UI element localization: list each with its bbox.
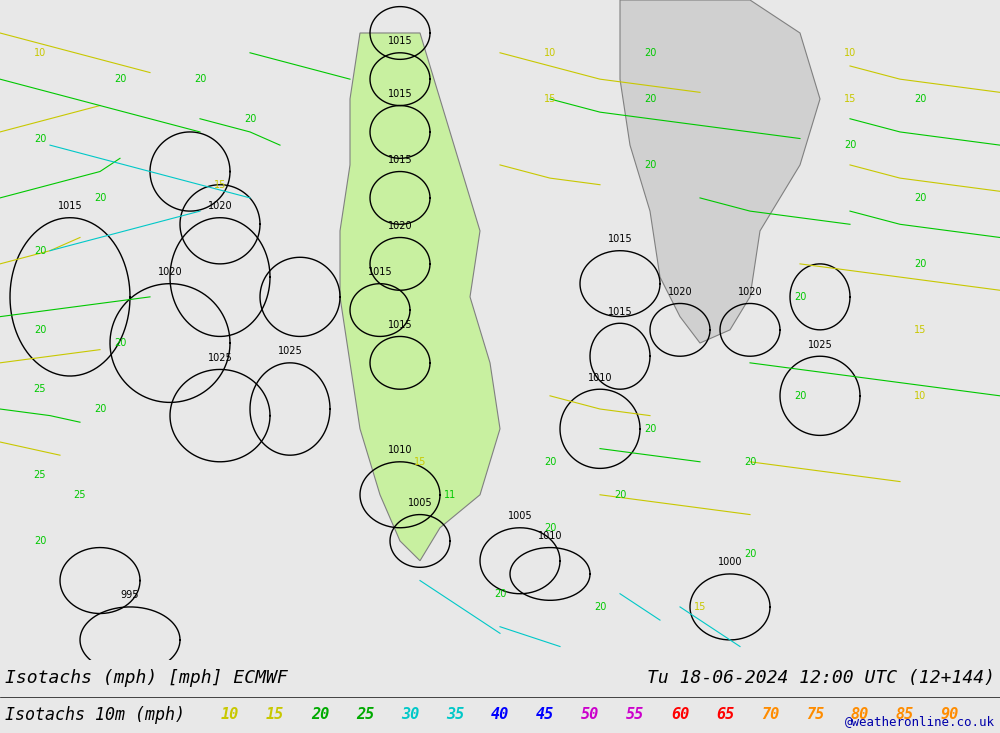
Text: 20: 20 [594, 602, 606, 612]
Text: @weatheronline.co.uk: @weatheronline.co.uk [845, 715, 995, 728]
Text: 20: 20 [194, 74, 206, 84]
Text: 1005: 1005 [408, 498, 432, 508]
Text: 75: 75 [806, 707, 824, 723]
Text: 1015: 1015 [58, 201, 82, 211]
Text: 1025: 1025 [208, 353, 232, 363]
Text: 25: 25 [356, 707, 374, 723]
Text: 10: 10 [34, 48, 46, 58]
Text: 20: 20 [744, 457, 756, 467]
Text: 85: 85 [896, 707, 914, 723]
Text: 15: 15 [844, 94, 856, 104]
Text: 1020: 1020 [158, 267, 182, 277]
Text: 20: 20 [914, 193, 926, 203]
Text: 90: 90 [941, 707, 959, 723]
Text: 1015: 1015 [388, 320, 412, 330]
Text: 1010: 1010 [588, 372, 612, 383]
Text: 20: 20 [114, 74, 126, 84]
Text: 20: 20 [34, 133, 46, 144]
Text: 15: 15 [266, 707, 284, 723]
Text: 25: 25 [34, 470, 46, 480]
Text: 995: 995 [121, 590, 139, 600]
Text: 1015: 1015 [608, 306, 632, 317]
Text: 35: 35 [446, 707, 464, 723]
Text: 45: 45 [536, 707, 554, 723]
Text: 1025: 1025 [808, 339, 832, 350]
Text: 20: 20 [644, 48, 656, 58]
Text: 1015: 1015 [388, 89, 412, 99]
Text: 20: 20 [794, 391, 806, 401]
Text: 80: 80 [851, 707, 869, 723]
Text: 25: 25 [34, 384, 46, 394]
Text: 20: 20 [494, 589, 506, 599]
Text: 1020: 1020 [208, 201, 232, 211]
Text: 15: 15 [414, 457, 426, 467]
Text: 20: 20 [34, 325, 46, 335]
Text: 15: 15 [214, 180, 226, 190]
Text: 1015: 1015 [388, 155, 412, 165]
Polygon shape [340, 33, 500, 561]
Text: 20: 20 [34, 536, 46, 546]
Text: 50: 50 [581, 707, 599, 723]
Text: 20: 20 [744, 549, 756, 559]
Text: 11: 11 [444, 490, 456, 500]
Text: 25: 25 [74, 490, 86, 500]
Text: 20: 20 [614, 490, 626, 500]
Text: 70: 70 [761, 707, 779, 723]
Polygon shape [620, 0, 820, 343]
Text: 55: 55 [626, 707, 644, 723]
Text: 20: 20 [794, 292, 806, 302]
Text: 20: 20 [94, 404, 106, 414]
Text: 65: 65 [716, 707, 734, 723]
Text: 20: 20 [844, 140, 856, 150]
Text: 30: 30 [401, 707, 419, 723]
Text: 1010: 1010 [538, 531, 562, 541]
Text: 20: 20 [544, 457, 556, 467]
Text: 15: 15 [544, 94, 556, 104]
Text: Tu 18-06-2024 12:00 UTC (12+144): Tu 18-06-2024 12:00 UTC (12+144) [647, 668, 995, 687]
Text: 10: 10 [221, 707, 239, 723]
Text: 10: 10 [844, 48, 856, 58]
Text: 1015: 1015 [368, 267, 392, 277]
Text: 20: 20 [94, 193, 106, 203]
Text: 1015: 1015 [388, 36, 412, 46]
Text: 15: 15 [694, 602, 706, 612]
Text: 40: 40 [491, 707, 509, 723]
Text: 10: 10 [544, 48, 556, 58]
Text: 1020: 1020 [738, 287, 762, 297]
Text: 20: 20 [914, 259, 926, 269]
Text: 20: 20 [34, 246, 46, 256]
Text: 20: 20 [114, 338, 126, 348]
Text: 20: 20 [644, 160, 656, 170]
Text: 1005: 1005 [508, 511, 532, 521]
Text: 1015: 1015 [608, 234, 632, 244]
Text: 1020: 1020 [668, 287, 692, 297]
Text: 10: 10 [914, 391, 926, 401]
Text: 1020: 1020 [388, 221, 412, 231]
Text: 20: 20 [311, 707, 329, 723]
Text: 1000: 1000 [718, 557, 742, 567]
Text: 60: 60 [671, 707, 689, 723]
Text: 20: 20 [244, 114, 256, 124]
Text: 15: 15 [914, 325, 926, 335]
Text: 1025: 1025 [278, 346, 302, 356]
Text: Isotachs 10m (mph): Isotachs 10m (mph) [5, 706, 185, 724]
Text: 20: 20 [644, 94, 656, 104]
Text: 20: 20 [914, 94, 926, 104]
Text: Isotachs (mph) [mph] ECMWF: Isotachs (mph) [mph] ECMWF [5, 668, 288, 687]
Text: 20: 20 [544, 523, 556, 533]
Text: 20: 20 [644, 424, 656, 434]
Text: 1010: 1010 [388, 445, 412, 455]
